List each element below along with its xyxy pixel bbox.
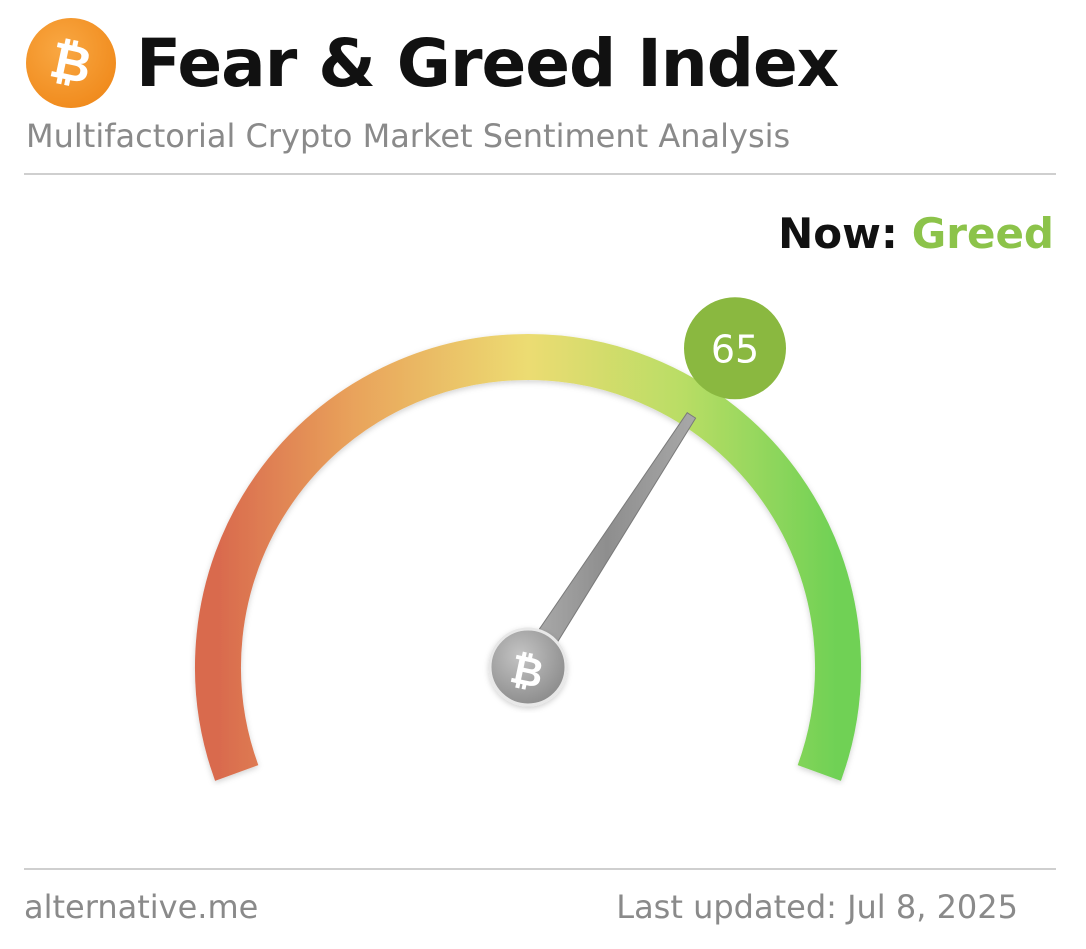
gauge-hub: ₿ <box>488 627 568 707</box>
gauge-arc <box>195 333 861 781</box>
top-divider <box>24 173 1056 175</box>
last-updated: Last updated: Jul 8, 2025 <box>616 888 1018 926</box>
value-badge: 65 <box>684 297 786 400</box>
page-title: Fear & Greed Index <box>136 25 839 102</box>
page-subtitle: Multifactorial Crypto Market Sentiment A… <box>26 117 791 155</box>
bitcoin-icon: ₿ <box>26 18 116 108</box>
current-status: Now: Greed <box>778 206 1054 262</box>
now-label: Now: <box>778 209 898 258</box>
value-badge-text: 65 <box>711 327 759 371</box>
bottom-divider <box>24 868 1056 870</box>
now-value: Greed <box>911 209 1054 258</box>
value-badge-circle <box>684 297 786 400</box>
source-link[interactable]: alternative.me <box>24 888 259 926</box>
header: ₿ Fear & Greed Index Multifactorial Cryp… <box>24 10 1056 160</box>
